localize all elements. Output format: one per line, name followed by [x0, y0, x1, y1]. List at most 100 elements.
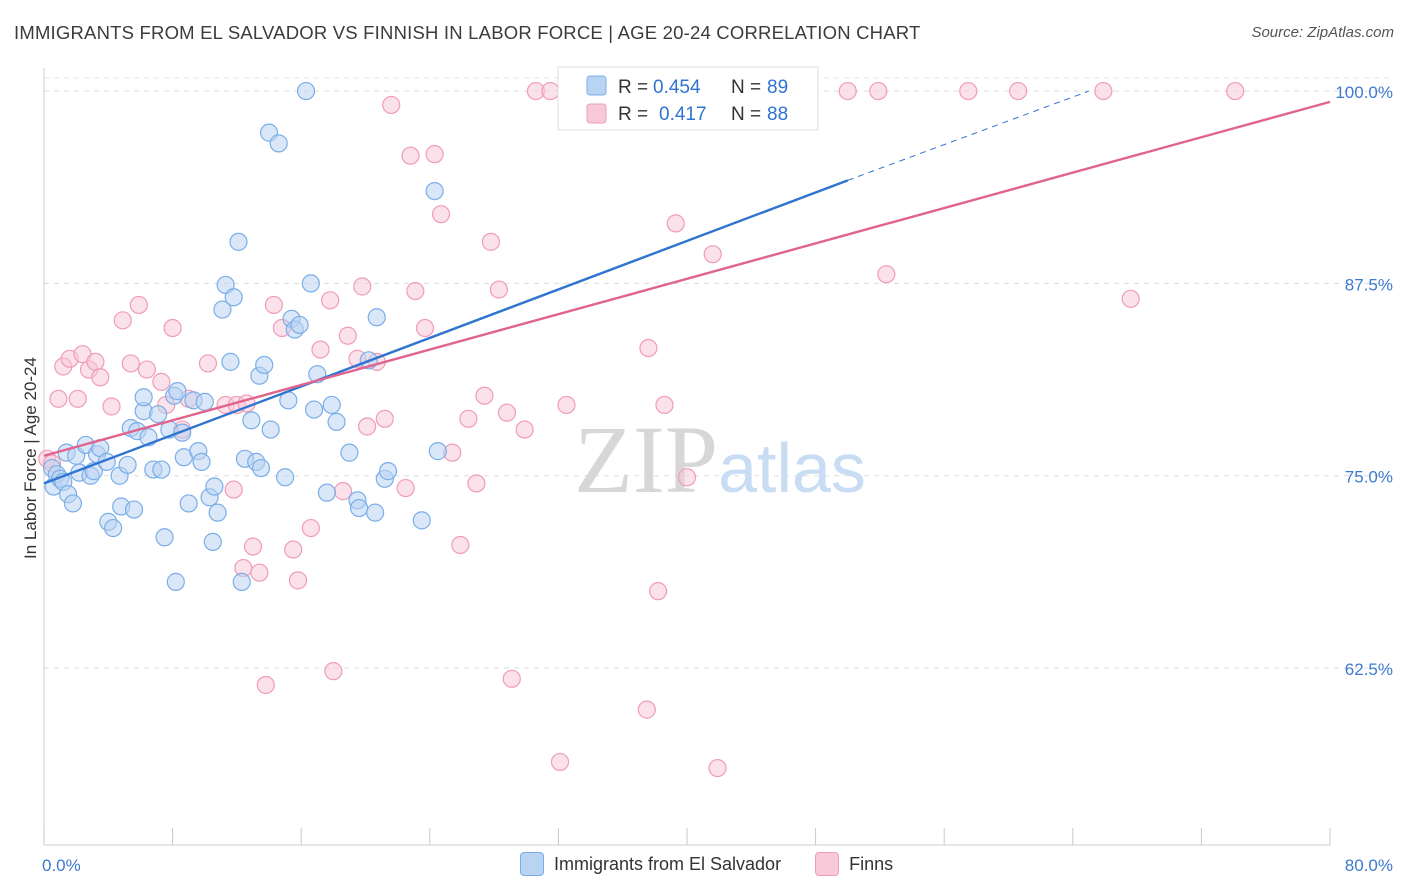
legend-n-value-1: 89 [767, 77, 788, 98]
finns-point [358, 417, 377, 436]
el-salvador-point [412, 511, 431, 530]
el-salvador-point [276, 468, 295, 487]
finns-point [877, 265, 896, 284]
el-salvador-point [327, 412, 346, 431]
x-ticks [43, 828, 1331, 845]
el-salvador-point [269, 134, 288, 153]
el-salvador-point [124, 500, 144, 519]
el-salvador-point [367, 308, 386, 327]
finns-point [243, 537, 263, 556]
trend-lines [43, 90, 1331, 485]
el-salvador-point [229, 232, 248, 251]
finns-point [1094, 81, 1113, 101]
el-salvador-point [251, 458, 271, 478]
x-tick-label-max: 80.0% [1345, 856, 1393, 875]
finns-point [321, 291, 340, 310]
el-salvador-point [378, 462, 398, 481]
finns-point [475, 386, 494, 405]
finns-point [838, 81, 857, 101]
el-salvador-points [42, 81, 761, 591]
legend-item-finns: Finns [815, 852, 893, 876]
source-label: Source: ZipAtlas.com [1251, 24, 1394, 41]
el-salvador-point [232, 572, 251, 591]
finns-point [1226, 81, 1245, 101]
legend-label-finns: Finns [849, 853, 894, 874]
finns-point [301, 518, 320, 538]
finns-point [250, 563, 269, 582]
finns-point [86, 352, 105, 371]
el-salvador-point [317, 483, 337, 502]
finns-point [396, 478, 415, 498]
el-salvador-point [63, 494, 83, 513]
el-salvador-point [134, 388, 153, 407]
finns-point [284, 540, 303, 559]
y-tick-label: 100.0% [1335, 83, 1393, 102]
el-salvador-point [213, 300, 232, 319]
finns-point [264, 295, 283, 315]
legend-n-value-2: 88 [767, 104, 788, 125]
finns-point [467, 474, 486, 493]
y-tick-labels: 62.5% 75.0% 87.5% 100.0% [1335, 83, 1393, 679]
finns-point [637, 700, 656, 719]
legend-n-label-2: N = [731, 104, 761, 125]
finns-point [224, 480, 243, 499]
y-tick-label: 75.0% [1345, 468, 1393, 487]
x-tick-labels: 0.0% 80.0% [42, 856, 1393, 875]
finns-point [869, 81, 888, 101]
legend-swatch-pink [586, 103, 607, 124]
finns-point [515, 420, 534, 439]
el-salvador-point [152, 460, 171, 479]
finns-point [288, 571, 308, 590]
legend-r-value-1: 0.454 [653, 77, 701, 98]
el-salvador-point [290, 315, 309, 335]
legend-swatch-blue [586, 75, 607, 96]
legend-r-label-1: R = [618, 77, 648, 98]
finns-point [152, 372, 171, 391]
el-salvador-point [322, 395, 341, 415]
finns-point [550, 752, 570, 772]
finns-point [324, 662, 343, 681]
el-salvador-point [296, 81, 316, 101]
finns-point [375, 409, 394, 428]
finns-point [406, 281, 425, 301]
finns-point [489, 280, 509, 299]
watermark: ZIPatlas [574, 406, 866, 513]
finns-point [425, 145, 444, 164]
x-tick-label-min: 0.0% [42, 856, 81, 875]
finns-point [338, 326, 357, 345]
finns-point [137, 360, 156, 379]
finns-point [639, 338, 658, 358]
finns-point [1009, 81, 1028, 101]
finns-point [198, 354, 218, 373]
finns-point [655, 395, 674, 415]
el-salvador-point [168, 382, 187, 401]
finns-point [256, 675, 275, 695]
finns-point [459, 409, 478, 428]
el-salvador-trend-line [43, 179, 849, 485]
finns-point [401, 146, 420, 165]
el-salvador-point [192, 452, 211, 471]
el-salvador-trend-extension [847, 90, 1090, 181]
finns-trend-line [43, 100, 1331, 457]
finns-point [121, 354, 140, 373]
el-salvador-point [208, 503, 227, 522]
el-salvador-point [166, 572, 185, 591]
el-salvador-point [224, 288, 243, 307]
el-salvador-point [118, 455, 137, 475]
y-tick-label: 62.5% [1345, 660, 1393, 679]
finns-point [333, 482, 353, 501]
legend-swatch-finns [815, 852, 840, 876]
finns-point [666, 214, 685, 233]
finns-point [502, 669, 521, 688]
legend-item-el-salvador: Immigrants from El Salvador [520, 852, 781, 876]
el-salvador-point [366, 503, 385, 522]
legend-swatch-el-salvador [520, 852, 544, 876]
finns-point [497, 403, 517, 422]
el-salvador-point [304, 400, 324, 419]
finns-point [68, 389, 87, 408]
el-salvador-point [349, 498, 369, 518]
y-tick-label: 87.5% [1345, 275, 1393, 294]
finns-point [91, 368, 110, 387]
finns-point [113, 311, 132, 330]
